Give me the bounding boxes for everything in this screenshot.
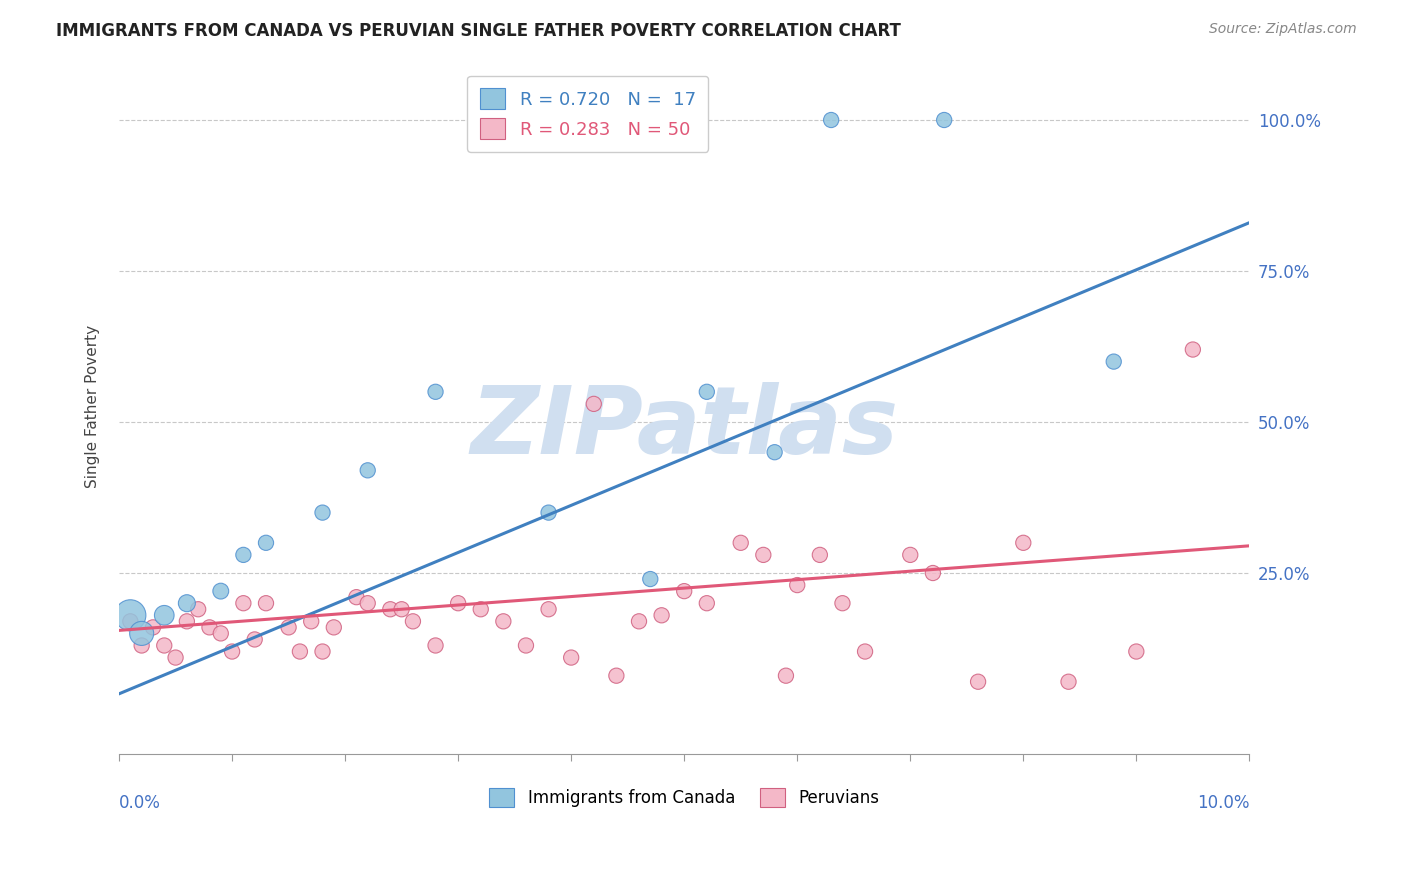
Point — [187, 602, 209, 616]
Point — [447, 596, 470, 610]
Legend: Immigrants from Canada, Peruvians: Immigrants from Canada, Peruvians — [481, 780, 887, 815]
Point — [153, 639, 176, 653]
Point — [673, 584, 696, 599]
Point — [752, 548, 775, 562]
Point — [582, 397, 605, 411]
Text: 10.0%: 10.0% — [1197, 795, 1250, 813]
Point — [176, 596, 198, 610]
Point — [651, 608, 673, 623]
Point — [176, 615, 198, 629]
Point — [1125, 644, 1147, 658]
Point — [322, 620, 344, 634]
Point — [560, 650, 582, 665]
Point — [775, 668, 797, 682]
Text: Source: ZipAtlas.com: Source: ZipAtlas.com — [1209, 22, 1357, 37]
Point — [696, 596, 718, 610]
Point — [277, 620, 299, 634]
Point — [380, 602, 402, 616]
Point — [537, 506, 560, 520]
Point — [311, 506, 333, 520]
Point — [853, 644, 876, 658]
Point — [934, 113, 956, 128]
Point — [243, 632, 266, 647]
Point — [357, 596, 380, 610]
Point — [425, 639, 447, 653]
Point — [209, 626, 232, 640]
Text: IMMIGRANTS FROM CANADA VS PERUVIAN SINGLE FATHER POVERTY CORRELATION CHART: IMMIGRANTS FROM CANADA VS PERUVIAN SINGL… — [56, 22, 901, 40]
Point — [131, 639, 153, 653]
Point — [515, 639, 537, 653]
Point — [357, 463, 380, 477]
Point — [820, 113, 842, 128]
Point — [640, 572, 662, 586]
Point — [299, 615, 322, 629]
Point — [605, 668, 627, 682]
Point — [1012, 536, 1035, 550]
Y-axis label: Single Father Poverty: Single Father Poverty — [86, 326, 100, 489]
Text: 0.0%: 0.0% — [120, 795, 160, 813]
Point — [198, 620, 221, 634]
Point — [254, 596, 277, 610]
Point — [232, 548, 254, 562]
Point — [1102, 354, 1125, 368]
Point — [142, 620, 165, 634]
Point — [730, 536, 752, 550]
Point — [311, 644, 333, 658]
Point — [120, 608, 142, 623]
Point — [425, 384, 447, 399]
Point — [391, 602, 413, 616]
Point — [232, 596, 254, 610]
Point — [221, 644, 243, 658]
Point — [153, 608, 176, 623]
Point — [254, 536, 277, 550]
Point — [492, 615, 515, 629]
Point — [402, 615, 425, 629]
Point — [1181, 343, 1204, 357]
Point — [1057, 674, 1080, 689]
Point — [288, 644, 311, 658]
Point — [627, 615, 650, 629]
Point — [344, 590, 367, 604]
Point — [921, 566, 943, 580]
Point — [696, 384, 718, 399]
Point — [831, 596, 853, 610]
Point — [898, 548, 921, 562]
Point — [967, 674, 990, 689]
Point — [120, 615, 142, 629]
Point — [209, 584, 232, 599]
Point — [537, 602, 560, 616]
Point — [131, 626, 153, 640]
Text: ZIPatlas: ZIPatlas — [470, 382, 898, 474]
Point — [786, 578, 808, 592]
Point — [165, 650, 187, 665]
Point — [808, 548, 831, 562]
Point — [470, 602, 492, 616]
Point — [763, 445, 786, 459]
